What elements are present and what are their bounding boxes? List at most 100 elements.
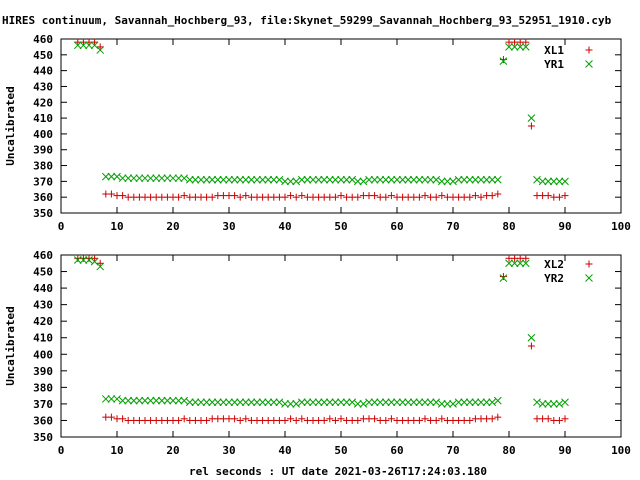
data-point <box>466 193 474 201</box>
data-point <box>505 43 513 51</box>
data-point <box>90 41 99 50</box>
data-point <box>203 416 211 424</box>
y-tick-label: 430 <box>33 299 53 312</box>
y-tick-label: 440 <box>33 282 53 295</box>
data-point <box>454 175 463 184</box>
data-point <box>231 415 239 423</box>
data-point <box>146 396 155 405</box>
x-tick-label: 50 <box>334 444 347 457</box>
data-point <box>387 398 396 407</box>
y-tick-label: 420 <box>33 315 53 328</box>
bottom-plot-panel: 350 360 370 380 390 400 410 420 430 440 450 460 0 10 2… <box>4 249 631 457</box>
data-point <box>421 192 429 200</box>
data-point <box>365 175 373 184</box>
data-point <box>471 192 479 200</box>
data-point <box>320 175 329 184</box>
data-point <box>387 415 395 423</box>
y-tick-label: 460 <box>33 33 53 46</box>
data-point <box>242 192 250 200</box>
data-point <box>107 395 116 403</box>
data-point <box>477 193 485 201</box>
data-point <box>337 192 345 200</box>
x-tick-label: 30 <box>222 220 235 233</box>
data-point <box>466 416 474 424</box>
y-axis-label: Uncalibrated <box>4 306 17 385</box>
data-point <box>174 174 183 183</box>
data-point <box>421 415 429 423</box>
data-point <box>354 416 362 424</box>
data-point <box>180 415 188 423</box>
data-point <box>460 398 469 407</box>
data-point <box>370 398 379 407</box>
x-tick-label: 40 <box>278 220 291 233</box>
data-point <box>516 259 525 268</box>
data-point <box>488 398 497 407</box>
data-point <box>331 416 339 424</box>
data-point <box>353 177 362 186</box>
x-tick-label: 0 <box>58 444 65 457</box>
legend-label: YR2 <box>544 272 564 285</box>
data-point <box>230 175 239 184</box>
data-point <box>281 416 289 424</box>
data-point <box>404 398 413 407</box>
data-point <box>365 398 373 407</box>
data-point <box>493 175 502 184</box>
x-tick-label: 40 <box>278 444 291 457</box>
data-point <box>213 398 222 407</box>
data-point <box>286 400 295 408</box>
data-point <box>371 192 379 200</box>
data-point <box>488 175 497 184</box>
data-point <box>118 396 127 405</box>
data-point <box>533 175 541 184</box>
x-tick-label: 10 <box>110 220 123 233</box>
legend-label: XL1 <box>544 44 564 57</box>
data-point <box>185 398 194 407</box>
data-point <box>409 175 418 184</box>
data-point <box>264 398 273 407</box>
data-point <box>337 398 345 407</box>
data-point <box>538 177 547 186</box>
y-tick-label: 410 <box>33 112 53 125</box>
data-point <box>432 398 441 407</box>
data-point <box>421 175 429 184</box>
data-point <box>118 174 127 183</box>
data-point <box>510 259 519 268</box>
data-point <box>135 396 144 405</box>
data-point <box>258 175 267 184</box>
y-tick-label: 350 <box>33 207 53 220</box>
data-point <box>471 398 480 407</box>
data-point <box>465 398 474 407</box>
data-point <box>247 398 256 407</box>
data-point <box>432 193 440 201</box>
data-point <box>510 43 519 51</box>
data-point <box>438 192 446 200</box>
data-point <box>225 175 233 184</box>
data-point <box>85 256 93 264</box>
data-point <box>191 175 200 184</box>
data-point <box>141 396 149 405</box>
data-point <box>387 175 396 184</box>
y-tick-label: 460 <box>33 249 53 262</box>
data-point <box>314 398 323 407</box>
data-point <box>342 398 351 407</box>
data-point <box>376 175 385 184</box>
series-YR1 <box>73 41 569 186</box>
y-tick-label: 410 <box>33 332 53 345</box>
data-point <box>544 177 553 186</box>
data-point <box>471 175 480 184</box>
data-point <box>157 396 166 405</box>
data-point <box>544 192 552 200</box>
data-point <box>185 175 194 184</box>
data-point <box>342 175 351 184</box>
data-point <box>309 175 317 184</box>
data-point <box>298 415 306 423</box>
data-point <box>281 193 289 201</box>
data-point <box>236 193 244 201</box>
y-tick-label: 370 <box>33 398 53 411</box>
data-point <box>398 175 407 184</box>
data-point <box>119 192 127 200</box>
x-tick-label: 60 <box>390 220 403 233</box>
data-point <box>359 177 368 186</box>
data-point <box>527 333 536 342</box>
x-tick-label: 20 <box>166 220 179 233</box>
